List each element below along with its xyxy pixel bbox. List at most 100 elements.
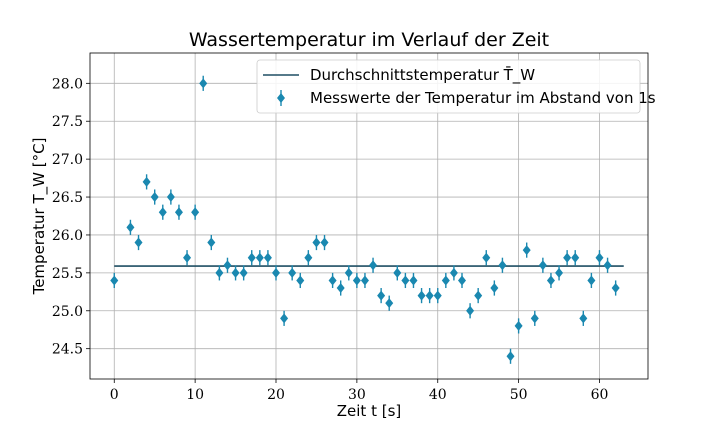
data-point-marker bbox=[611, 283, 620, 294]
data-point-marker bbox=[563, 252, 572, 263]
x-tick-label: 50 bbox=[510, 387, 528, 403]
y-tick-label: 27.5 bbox=[52, 114, 83, 130]
axes-frame bbox=[89, 52, 649, 380]
data-point bbox=[514, 318, 523, 334]
legend-box bbox=[256, 59, 641, 114]
data-point bbox=[417, 288, 426, 304]
y-tick-label: 28.0 bbox=[52, 76, 83, 92]
data-point-marker bbox=[377, 290, 386, 301]
data-point bbox=[239, 265, 248, 281]
data-point-marker bbox=[304, 252, 313, 263]
data-point-marker bbox=[490, 283, 499, 294]
data-point-marker bbox=[352, 275, 361, 286]
data-point-marker bbox=[506, 351, 515, 362]
data-point bbox=[393, 265, 402, 281]
data-point-marker bbox=[555, 267, 564, 278]
data-point-marker bbox=[207, 237, 216, 248]
data-point bbox=[587, 272, 596, 289]
x-tick-label: 10 bbox=[186, 387, 204, 403]
data-point-marker bbox=[393, 267, 402, 278]
data-point-marker bbox=[183, 252, 192, 263]
data-point-marker bbox=[280, 313, 289, 324]
data-point-marker bbox=[255, 252, 264, 263]
x-axis-label: Zeit t [s] bbox=[337, 402, 402, 420]
data-point-marker bbox=[425, 290, 434, 301]
data-point bbox=[142, 174, 151, 190]
data-point bbox=[369, 257, 378, 273]
data-point-marker bbox=[312, 237, 321, 248]
data-point bbox=[150, 189, 159, 205]
chart-title: Wassertemperatur im Verlauf der Zeit bbox=[189, 29, 549, 51]
data-point bbox=[110, 272, 119, 289]
data-point-marker bbox=[603, 260, 612, 271]
data-point-marker bbox=[272, 267, 280, 278]
data-point-marker bbox=[458, 275, 466, 286]
data-point-marker bbox=[296, 275, 305, 286]
data-point-marker bbox=[199, 78, 208, 89]
data-point bbox=[247, 250, 256, 266]
data-point-marker bbox=[498, 260, 507, 271]
data-point-marker bbox=[441, 275, 450, 286]
data-point bbox=[482, 250, 491, 266]
x-tick-label: 0 bbox=[110, 387, 119, 403]
data-point-marker bbox=[417, 290, 426, 301]
data-point bbox=[401, 272, 410, 289]
data-point bbox=[263, 250, 272, 266]
data-point-marker bbox=[134, 237, 143, 248]
data-point-marker bbox=[587, 275, 596, 286]
data-point bbox=[255, 250, 264, 266]
data-point-marker bbox=[158, 207, 167, 218]
data-point bbox=[441, 272, 450, 289]
y-tick-label: 26.0 bbox=[52, 228, 83, 244]
data-point-marker bbox=[174, 207, 183, 218]
data-point bbox=[546, 272, 555, 289]
data-point bbox=[126, 219, 135, 235]
data-point bbox=[522, 242, 531, 258]
data-point bbox=[385, 295, 394, 311]
data-point bbox=[352, 272, 361, 289]
data-point-marker bbox=[369, 260, 378, 271]
data-point-marker bbox=[231, 267, 240, 278]
data-point bbox=[603, 257, 612, 273]
data-point bbox=[320, 234, 329, 251]
ticks: 0 10 20 30 40 50 60 24.5 25.0 25.5 26.0 26.5 27.0 27.… bbox=[52, 76, 609, 403]
data-point bbox=[336, 280, 345, 296]
legend-swatch-measurements bbox=[277, 90, 285, 106]
data-point-marker bbox=[482, 252, 491, 263]
data-point-marker bbox=[466, 305, 475, 316]
data-point bbox=[474, 288, 483, 304]
legend-label-measurements: Messwerte der Temperatur im Abstand von … bbox=[310, 89, 656, 107]
data-point bbox=[506, 348, 515, 364]
data-point bbox=[555, 265, 564, 281]
data-point bbox=[579, 310, 588, 326]
data-point-marker bbox=[223, 260, 232, 271]
data-point-marker bbox=[239, 267, 248, 278]
data-point-marker bbox=[247, 252, 256, 263]
data-point-marker bbox=[579, 313, 588, 324]
data-point bbox=[538, 257, 547, 273]
y-tick-label: 25.5 bbox=[52, 266, 83, 282]
data-point bbox=[530, 310, 539, 326]
data-point bbox=[449, 265, 458, 281]
y-tick-label: 25.0 bbox=[52, 304, 83, 320]
data-point bbox=[360, 272, 369, 289]
data-point-marker bbox=[530, 313, 539, 324]
data-point-marker bbox=[126, 222, 135, 233]
data-point bbox=[199, 75, 208, 91]
data-point bbox=[223, 257, 232, 273]
y-tick-label: 26.5 bbox=[52, 190, 83, 206]
data-point bbox=[611, 280, 620, 296]
data-point-marker bbox=[433, 290, 442, 301]
data-point bbox=[134, 234, 143, 251]
data-point-marker bbox=[401, 275, 410, 286]
data-point bbox=[571, 250, 580, 266]
data-point bbox=[595, 250, 604, 266]
y-tick-label: 27.0 bbox=[52, 152, 83, 168]
data-point-marker bbox=[263, 252, 272, 263]
x-tick-label: 60 bbox=[591, 387, 609, 403]
data-point-marker bbox=[538, 260, 547, 271]
y-tick-label: 24.5 bbox=[52, 342, 83, 358]
data-point bbox=[498, 257, 507, 273]
data-point-marker bbox=[514, 320, 523, 331]
data-point-marker bbox=[522, 245, 531, 256]
